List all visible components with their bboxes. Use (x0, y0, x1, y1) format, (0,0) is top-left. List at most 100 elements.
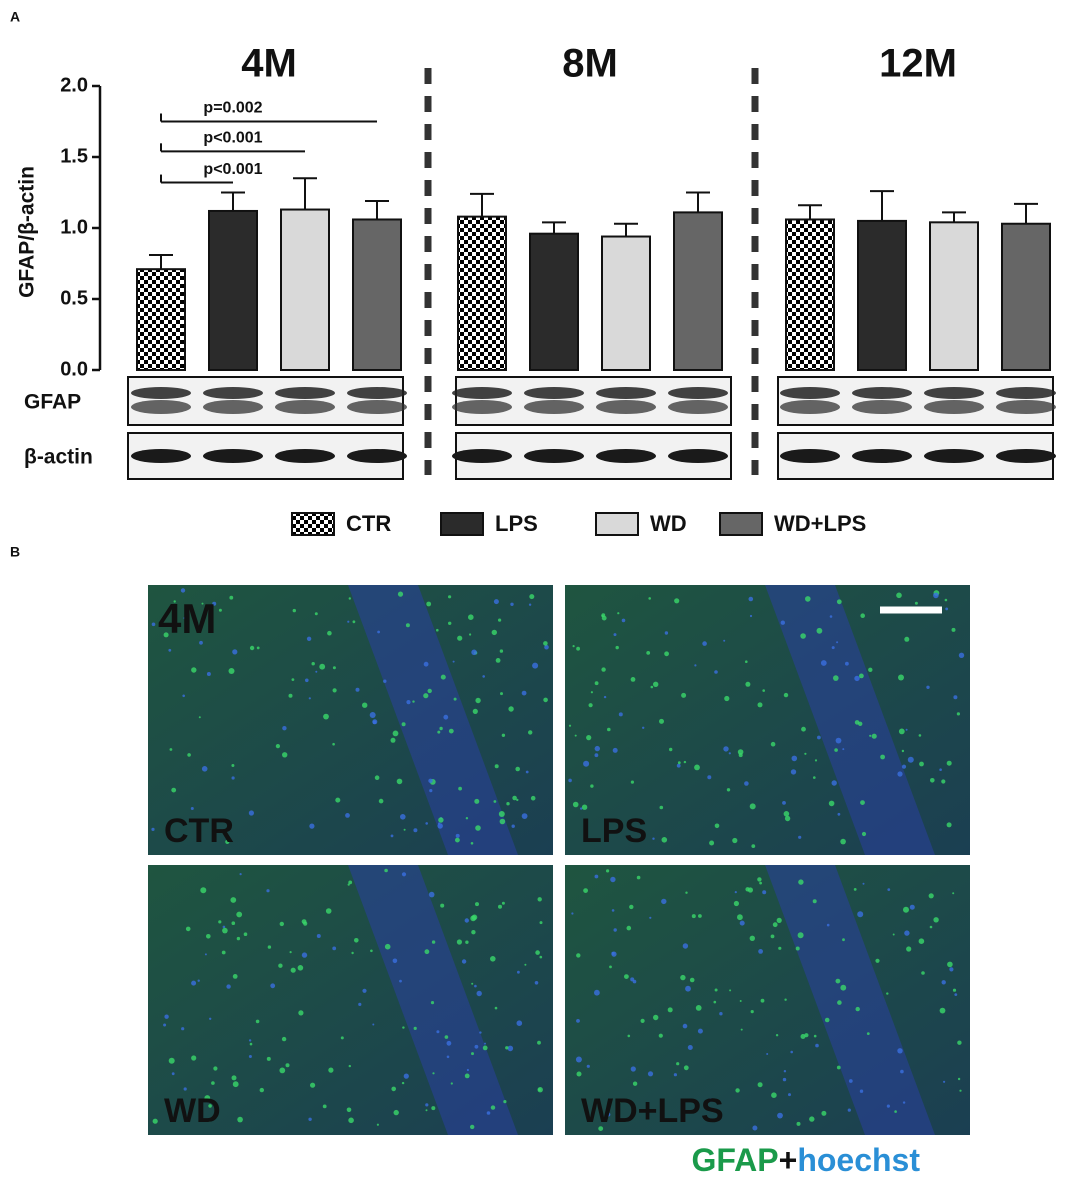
cell (586, 1064, 590, 1068)
cell (824, 1017, 830, 1023)
cell (748, 596, 754, 602)
cell (444, 1035, 449, 1039)
cell (860, 613, 865, 618)
cell (458, 786, 462, 791)
cell (646, 651, 651, 655)
cell (180, 588, 186, 593)
cell (298, 1010, 304, 1016)
cell (231, 764, 235, 767)
cell (465, 940, 469, 944)
cell (586, 735, 592, 741)
cell (511, 824, 515, 828)
cell (479, 1031, 482, 1034)
cell (181, 1027, 185, 1031)
cell (737, 914, 743, 921)
cell (402, 1026, 405, 1029)
bar (352, 218, 402, 371)
nuclei-layer (348, 865, 518, 1135)
cell (191, 667, 197, 673)
cell (835, 737, 842, 744)
cell (947, 961, 953, 968)
cell (833, 675, 839, 681)
bar (857, 219, 907, 371)
cell (854, 675, 860, 682)
cell (572, 645, 575, 648)
cell (377, 630, 380, 634)
cell (886, 1104, 891, 1108)
cell (919, 761, 924, 767)
cell (450, 1082, 453, 1085)
cell (455, 837, 460, 843)
cell (680, 974, 686, 981)
cell (249, 645, 255, 651)
cell (211, 1081, 215, 1085)
cell (880, 754, 885, 760)
cell (270, 983, 276, 989)
cell (902, 1101, 906, 1104)
cell (826, 923, 830, 927)
y-axis-label: GFAP/β-actin (16, 166, 39, 298)
cell (956, 712, 961, 716)
cell (448, 621, 452, 625)
cell (200, 887, 207, 894)
cell (860, 800, 865, 805)
cell (685, 985, 691, 992)
cell (594, 753, 599, 758)
cell (857, 911, 864, 918)
cell (289, 951, 292, 954)
cell (687, 1045, 693, 1050)
blot-band (780, 400, 840, 414)
cell (403, 828, 406, 831)
cell (248, 810, 254, 816)
cell (611, 909, 615, 912)
cell (676, 763, 681, 768)
stain-label: GFAP+hoechst (692, 1142, 921, 1178)
cell (783, 1070, 787, 1073)
cell (228, 668, 235, 674)
cell (476, 990, 482, 997)
cell (471, 1052, 474, 1056)
cell (491, 629, 497, 636)
cell (484, 1042, 486, 1045)
cell (907, 756, 914, 763)
cell (316, 934, 321, 938)
cell (348, 1064, 351, 1068)
cell (581, 804, 588, 810)
cell (249, 1042, 253, 1046)
blot-band (275, 400, 335, 414)
cell (351, 951, 354, 955)
cell (842, 748, 845, 751)
cell (362, 702, 368, 708)
cell (681, 692, 687, 698)
cell (930, 778, 935, 783)
cell (528, 730, 533, 735)
cell (759, 881, 762, 885)
cell (951, 627, 956, 632)
cell (959, 1089, 962, 1092)
cell (617, 826, 623, 831)
cell (400, 814, 406, 820)
cell (642, 726, 645, 729)
cell (231, 1075, 237, 1081)
cell (390, 834, 394, 838)
cell (347, 883, 350, 886)
cell (525, 770, 529, 774)
cell (457, 635, 463, 641)
blot-band (452, 449, 512, 463)
cell (897, 771, 903, 777)
cell (538, 1088, 541, 1091)
cell (694, 764, 700, 771)
cell (689, 977, 695, 983)
cell (800, 1034, 806, 1039)
cell (425, 1103, 429, 1107)
cell (624, 974, 629, 979)
cell (535, 950, 540, 955)
cell (543, 641, 548, 646)
cell (868, 667, 873, 672)
cell (212, 601, 217, 606)
blot-band (275, 449, 335, 463)
cell (403, 1073, 409, 1079)
cell (392, 958, 398, 964)
cell (322, 1104, 327, 1109)
cell (898, 674, 904, 681)
